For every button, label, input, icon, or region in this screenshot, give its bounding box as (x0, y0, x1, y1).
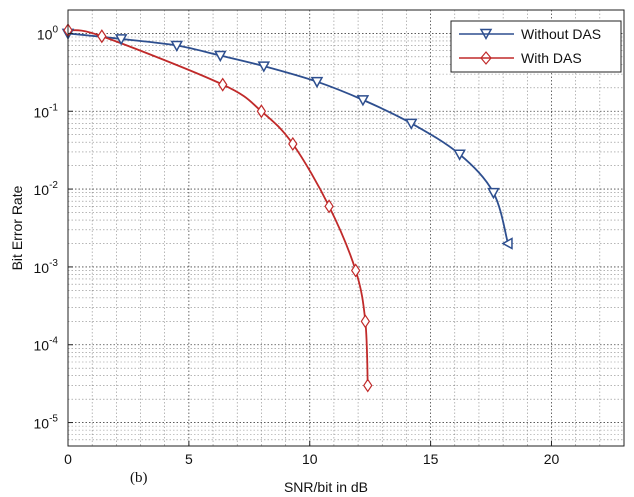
x-tick-label: 10 (302, 451, 318, 467)
data-point-without-das (404, 118, 418, 130)
data-point-with-das (360, 314, 371, 329)
axes: 0 5 10 15 20 100 10-1 10-2 10-3 10-4 10-5 (34, 24, 560, 467)
data-point-without-das (310, 76, 324, 89)
y-tick-label: 100 (37, 24, 59, 42)
data-point-without-das (170, 40, 184, 53)
y-tick-label: 10-1 (34, 102, 59, 120)
y-tick-label: 10-3 (34, 258, 59, 276)
legend-label-with-das: With DAS (521, 50, 582, 66)
legend-label-without-das: Without DAS (521, 26, 601, 42)
data-point-with-das (256, 104, 267, 119)
legend: Without DAS With DAS (450, 20, 622, 73)
y-tick-label: 10-2 (34, 180, 59, 198)
plot-frame (67, 9, 625, 447)
y-tick-label: 10-5 (34, 414, 59, 432)
data-point-without-das (114, 34, 128, 46)
data-point-with-das (217, 77, 228, 92)
x-axis-label: SNR/bit in dB (284, 479, 368, 495)
x-tick-label: 15 (423, 451, 439, 467)
data-point-without-das (453, 149, 466, 161)
legend-box (450, 20, 622, 73)
x-tick-label: 0 (64, 451, 72, 467)
data-point-without-das (214, 50, 227, 63)
data-point-with-das (363, 378, 373, 393)
data-point-with-das (288, 136, 298, 152)
data-point-without-das (257, 61, 271, 73)
data-point-with-das (97, 29, 107, 44)
data-point-without-das (356, 95, 370, 107)
y-axis-label: Bit Error Rate (9, 185, 25, 270)
data-point-without-das (501, 237, 513, 250)
legend-marker-without-das (479, 28, 493, 41)
data-point-with-das (324, 199, 334, 214)
data-point-with-das (350, 263, 361, 278)
legend-marker-with-das (480, 51, 492, 65)
x-tick-label: 5 (185, 451, 193, 467)
panel-label: (b) (130, 470, 148, 486)
series-markers (61, 23, 513, 393)
plot-area (68, 10, 624, 446)
y-tick-label: 10-4 (34, 336, 59, 354)
x-tick-label: 20 (544, 451, 560, 467)
data-point-without-das (487, 187, 500, 200)
